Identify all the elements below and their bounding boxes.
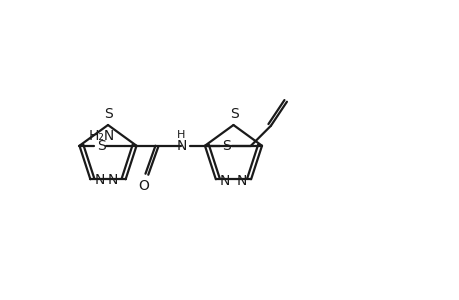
Text: N: N <box>219 174 230 188</box>
Text: S: S <box>97 139 106 153</box>
Text: N: N <box>107 173 118 187</box>
Text: S: S <box>104 107 113 121</box>
Text: H: H <box>177 130 185 140</box>
Text: O: O <box>138 179 149 193</box>
Text: S: S <box>222 139 231 153</box>
Text: N: N <box>176 139 186 153</box>
Text: S: S <box>230 107 238 121</box>
Text: H₂N: H₂N <box>88 129 114 143</box>
Text: N: N <box>94 173 105 187</box>
Text: N: N <box>236 174 246 188</box>
